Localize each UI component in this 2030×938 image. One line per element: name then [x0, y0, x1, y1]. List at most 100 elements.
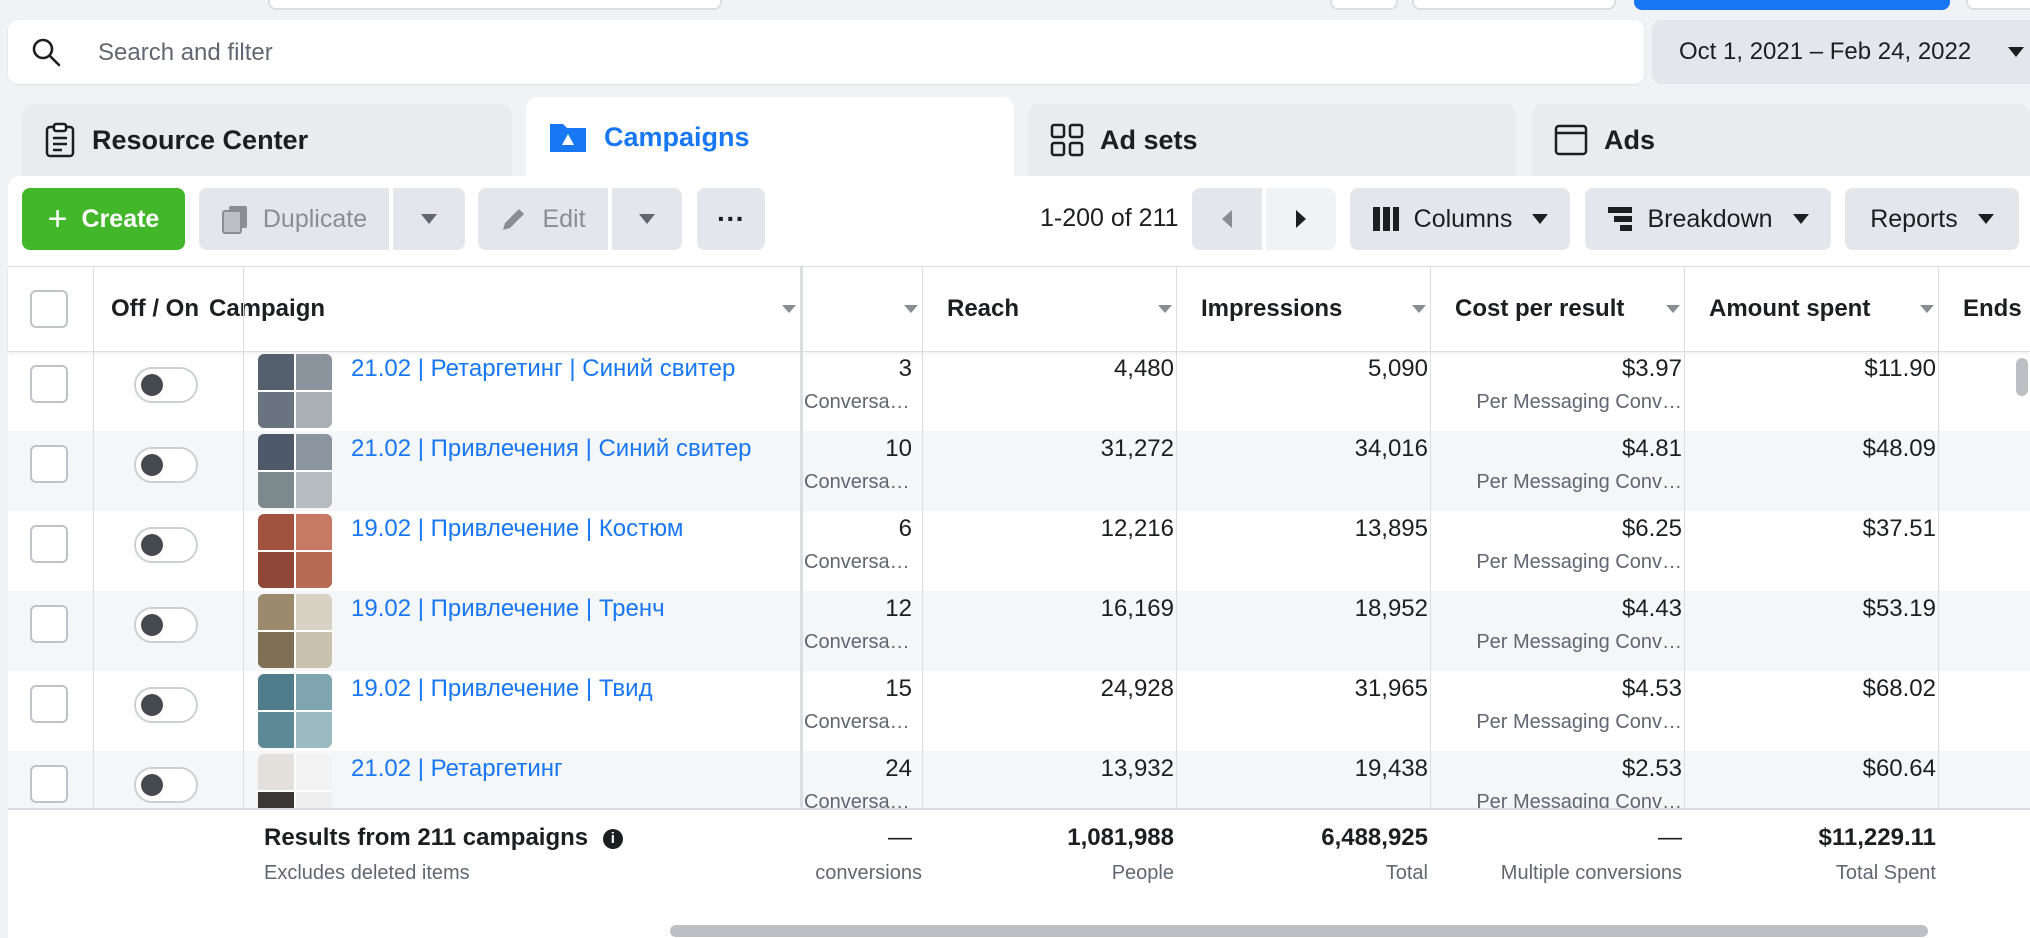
- search-bar[interactable]: [8, 20, 1644, 84]
- column-divider: [1430, 266, 1431, 918]
- row-checkbox[interactable]: [30, 765, 68, 803]
- summary-title: Results from 211 campaigns: [264, 824, 589, 851]
- columns-button[interactable]: Columns: [1350, 188, 1570, 250]
- results-type: Conversa…: [804, 471, 910, 493]
- top-button-edge[interactable]: [1966, 0, 2030, 10]
- toggle-knob: [141, 534, 163, 556]
- sort-icon: [904, 305, 918, 313]
- search-input[interactable]: [96, 32, 1600, 74]
- chevron-down-icon: [639, 214, 655, 224]
- sort-icon: [782, 305, 796, 313]
- cost-per-result-type: Per Messaging Conv…: [1476, 711, 1682, 733]
- table-row[interactable]: 21.02 | Ретаргетинг | Синий свитер 3 Conve…: [8, 351, 2030, 431]
- summary-reach: 1,081,988: [1067, 824, 1174, 851]
- header-impressions-label: Impressions: [1201, 295, 1343, 322]
- campaign-name-link[interactable]: 19.02 | Привлечение | Твид: [351, 675, 653, 702]
- impressions-value: 5,090: [1367, 355, 1428, 382]
- reports-button[interactable]: Reports: [1845, 188, 2019, 250]
- row-checkbox[interactable]: [30, 685, 68, 723]
- campaign-toggle[interactable]: [134, 367, 198, 403]
- header-reach[interactable]: Reach: [930, 267, 1184, 351]
- campaign-name-link[interactable]: 19.02 | Привлечение | Тренч: [351, 595, 665, 622]
- tab-ad-sets[interactable]: Ad sets: [1028, 104, 1516, 176]
- duplicate-icon: [221, 206, 247, 234]
- top-button-edge[interactable]: [1412, 0, 1616, 10]
- tab-resource-center[interactable]: Resource Center: [22, 104, 512, 176]
- next-page-button[interactable]: [1266, 188, 1336, 250]
- campaign-name-link[interactable]: 21.02 | Привлечения | Синий свитер: [351, 435, 752, 462]
- chevron-down-icon: [1977, 214, 1994, 224]
- table-row[interactable]: 19.02 | Привлечение | Твид 15 Conversa… 24,…: [8, 671, 2030, 751]
- tab-ads[interactable]: Ads: [1532, 104, 2030, 176]
- header-ends[interactable]: Ends: [1963, 295, 2022, 322]
- campaign-toggle[interactable]: [134, 687, 198, 723]
- top-button-edge[interactable]: [1330, 0, 1398, 10]
- cost-per-result-value: $4.43: [1621, 595, 1682, 622]
- header-campaign-label: Campaign: [209, 295, 326, 322]
- reach-value: 16,169: [1100, 595, 1174, 622]
- header-amount-spent[interactable]: Amount spent: [1692, 267, 1946, 351]
- header-campaign[interactable]: Campaign: [194, 267, 808, 351]
- header-results[interactable]: [808, 267, 930, 351]
- table-row[interactable]: 19.02 | Привлечение | Костюм 6 Conversa… 12…: [8, 511, 2030, 591]
- row-checkbox[interactable]: [30, 525, 68, 563]
- previous-page-button[interactable]: [1192, 188, 1262, 250]
- plus-icon: +: [47, 200, 68, 238]
- row-checkbox[interactable]: [30, 605, 68, 643]
- sort-icon: [1666, 305, 1680, 313]
- vertical-scrollbar[interactable]: [2016, 358, 2028, 396]
- top-primary-button-edge[interactable]: [1634, 0, 1950, 10]
- clipboard-icon: [45, 122, 75, 158]
- tab-campaigns[interactable]: Campaigns: [526, 97, 1014, 177]
- breakdown-button[interactable]: Breakdown: [1585, 188, 1831, 250]
- summary-reach-sub: People: [1111, 862, 1174, 884]
- sort-icon: [1920, 305, 1934, 313]
- results-value: 10: [885, 435, 912, 462]
- create-button[interactable]: + Create: [22, 188, 185, 250]
- column-divider: [243, 266, 244, 918]
- chevron-down-icon: [1792, 214, 1809, 224]
- edit-dropdown-button[interactable]: [612, 188, 682, 250]
- edit-button[interactable]: Edit: [478, 188, 608, 250]
- reach-value: 13,932: [1100, 755, 1174, 782]
- summary-spent: $11,229.11: [1818, 824, 1936, 851]
- folder-icon: [550, 124, 586, 152]
- duplicate-dropdown-button[interactable]: [393, 188, 465, 250]
- header-impressions[interactable]: Impressions: [1184, 267, 1438, 351]
- campaign-toggle[interactable]: [134, 447, 198, 483]
- campaign-thumbnail: [258, 354, 332, 428]
- top-field-edge[interactable]: [268, 0, 722, 10]
- duplicate-button[interactable]: Duplicate: [199, 188, 389, 250]
- create-label: Create: [81, 204, 160, 233]
- campaign-toggle[interactable]: [134, 527, 198, 563]
- column-divider: [93, 266, 94, 812]
- edit-label: Edit: [542, 204, 586, 233]
- campaign-toggle[interactable]: [134, 767, 198, 803]
- campaign-toggle[interactable]: [134, 607, 198, 643]
- more-icon: ···: [717, 203, 745, 234]
- chevron-down-icon: [2008, 47, 2024, 57]
- campaign-name-link[interactable]: 21.02 | Ретаргетинг | Синий свитер: [351, 355, 736, 382]
- table-row[interactable]: 21.02 | Привлечения | Синий свитер 10 Conv…: [8, 431, 2030, 511]
- reach-value: 24,928: [1100, 675, 1174, 702]
- header-onoff: Off / On: [111, 295, 199, 322]
- select-all-checkbox[interactable]: [30, 290, 68, 328]
- tab-label: Campaigns: [604, 121, 750, 152]
- header-cost-per-result[interactable]: Cost per result: [1438, 267, 1692, 351]
- impressions-value: 13,895: [1354, 515, 1428, 542]
- info-icon[interactable]: i: [602, 829, 623, 849]
- summary-cost-sub: Multiple conversions: [1500, 862, 1682, 884]
- date-range-picker[interactable]: Oct 1, 2021 – Feb 24, 2022: [1652, 20, 2030, 84]
- horizontal-scrollbar[interactable]: [670, 925, 1928, 937]
- duplicate-label: Duplicate: [262, 204, 368, 233]
- results-type: Conversa…: [804, 711, 910, 733]
- table-row[interactable]: 19.02 | Привлечение | Тренч 12 Conversa… 16…: [8, 591, 2030, 671]
- impressions-value: 19,438: [1354, 755, 1428, 782]
- campaign-name-link[interactable]: 21.02 | Ретаргетинг: [351, 755, 563, 782]
- results-type: Conversa…: [804, 791, 910, 813]
- campaign-name-link[interactable]: 19.02 | Привлечение | Костюм: [351, 515, 684, 542]
- more-options-button[interactable]: ···: [697, 188, 765, 250]
- row-checkbox[interactable]: [30, 365, 68, 403]
- row-checkbox[interactable]: [30, 445, 68, 483]
- summary-spent-sub: Total Spent: [1835, 862, 1936, 884]
